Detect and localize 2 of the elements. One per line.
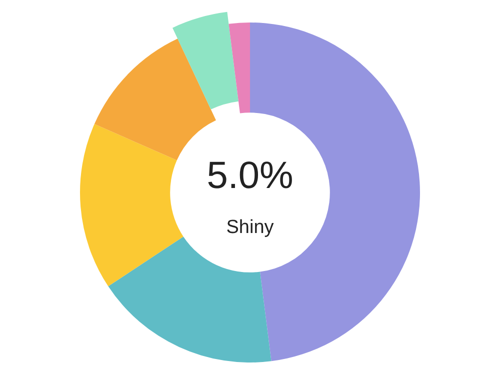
text: Shiny: [226, 217, 274, 238]
data-label: 5.0%: [206, 155, 294, 197]
